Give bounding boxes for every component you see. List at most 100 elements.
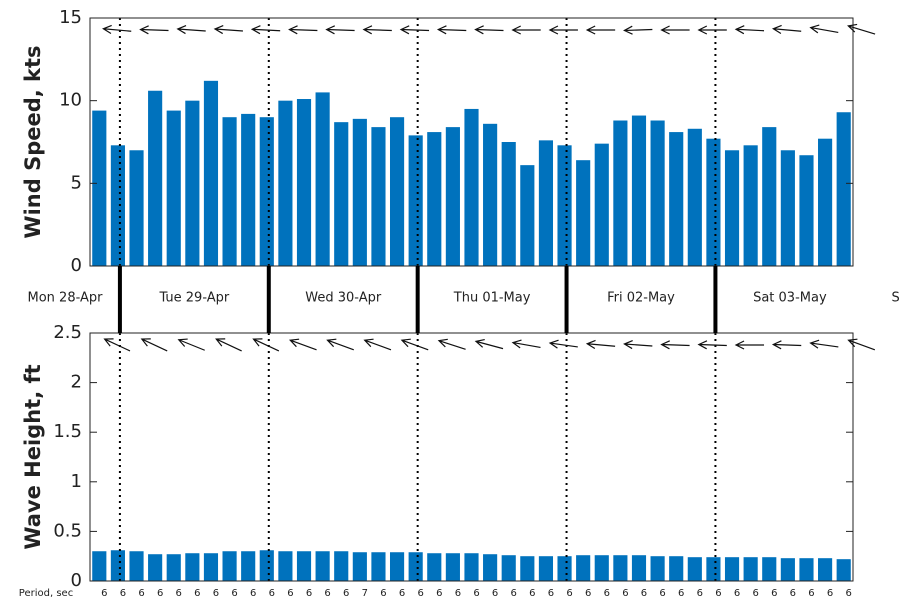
bar	[352, 552, 367, 581]
direction-arrow	[474, 338, 504, 350]
period-value: 6	[566, 588, 572, 599]
direction-arrow	[809, 24, 839, 34]
direction-arrow	[326, 338, 354, 351]
bar	[557, 556, 572, 581]
period-value: 6	[343, 588, 349, 599]
direction-arrow	[474, 25, 504, 35]
direction-arrow	[436, 25, 467, 35]
bar	[259, 117, 274, 266]
period-value: 6	[380, 588, 386, 599]
period-value: 6	[250, 588, 256, 599]
y-tick-label: 1	[71, 471, 82, 492]
bar	[501, 142, 516, 266]
bar	[576, 160, 591, 266]
direction-arrow	[847, 23, 876, 35]
bar	[520, 165, 535, 266]
bar	[631, 555, 647, 581]
bar	[724, 150, 740, 266]
bar	[464, 108, 479, 266]
period-value: 6	[231, 588, 237, 599]
bar	[408, 552, 423, 581]
day-label: Tue 29-Apr	[158, 291, 229, 306]
period-value: 6	[659, 588, 665, 599]
bar	[594, 555, 609, 581]
bar	[743, 557, 758, 581]
direction-arrow	[252, 338, 280, 352]
direction-arrow	[362, 25, 392, 35]
bar	[445, 127, 460, 267]
bar	[780, 150, 795, 266]
direction-arrow	[176, 25, 206, 35]
direction-arrow	[809, 339, 839, 349]
bar	[389, 117, 405, 266]
bar	[315, 551, 330, 581]
bar	[408, 135, 423, 266]
day-label: Wed 30-Apr	[305, 291, 382, 306]
bar	[836, 559, 851, 581]
bar	[241, 551, 256, 581]
bar	[669, 132, 684, 266]
period-value: 6	[827, 588, 833, 599]
bar	[296, 99, 312, 266]
period-value: 6	[213, 588, 219, 599]
bar	[501, 555, 516, 581]
period-value: 7	[362, 588, 368, 599]
y-tick-label: 0	[71, 255, 82, 276]
bar	[762, 127, 777, 267]
y-tick-label: 2.5	[53, 322, 82, 343]
bar	[352, 118, 367, 266]
direction-arrow	[139, 25, 169, 35]
bar	[836, 112, 851, 267]
period-value: 6	[455, 588, 461, 599]
direction-arrow	[585, 25, 616, 35]
bar	[296, 551, 312, 581]
bar	[818, 138, 833, 266]
bar	[427, 132, 442, 266]
period-label: Period, sec	[19, 588, 73, 599]
bar	[185, 100, 200, 267]
period-value: 6	[529, 588, 535, 599]
bar	[799, 155, 814, 266]
period-value: 6	[138, 588, 144, 599]
bar	[278, 551, 293, 581]
y-tick-label: 0.5	[53, 520, 82, 541]
period-value: 6	[399, 588, 405, 599]
bar	[334, 551, 349, 581]
bar	[557, 145, 572, 266]
bar	[222, 117, 237, 266]
period-value: 6	[548, 588, 554, 599]
direction-arrow	[697, 340, 727, 350]
period-value: 6	[176, 588, 182, 599]
day-label: Sat 03-May	[753, 291, 827, 306]
day-label: Mon 28-Apr	[28, 291, 104, 306]
direction-arrow	[399, 25, 430, 35]
bar	[762, 557, 777, 581]
period-value: 6	[120, 588, 126, 599]
direction-arrow	[215, 338, 242, 352]
period-value: 6	[678, 588, 684, 599]
day-label: Fri 02-May	[607, 291, 675, 306]
bar	[483, 123, 498, 267]
direction-arrow	[660, 340, 690, 350]
bar	[669, 556, 684, 581]
period-value: 6	[585, 588, 591, 599]
bar	[278, 100, 293, 267]
direction-arrow	[177, 338, 205, 351]
bar	[538, 556, 554, 581]
direction-arrow	[250, 25, 281, 35]
bar	[315, 92, 330, 267]
bar	[650, 556, 665, 581]
plot-frame	[89, 17, 854, 267]
period-value: 6	[790, 588, 796, 599]
bar	[259, 550, 274, 581]
y-tick-label: 10	[59, 90, 82, 111]
plot-frame	[89, 332, 854, 582]
period-value: 6	[641, 588, 647, 599]
bar	[631, 115, 647, 267]
y-tick-label: 0	[71, 570, 82, 591]
bar	[706, 557, 721, 581]
direction-arrow	[548, 339, 578, 349]
bar	[706, 138, 721, 266]
bar	[724, 557, 740, 581]
